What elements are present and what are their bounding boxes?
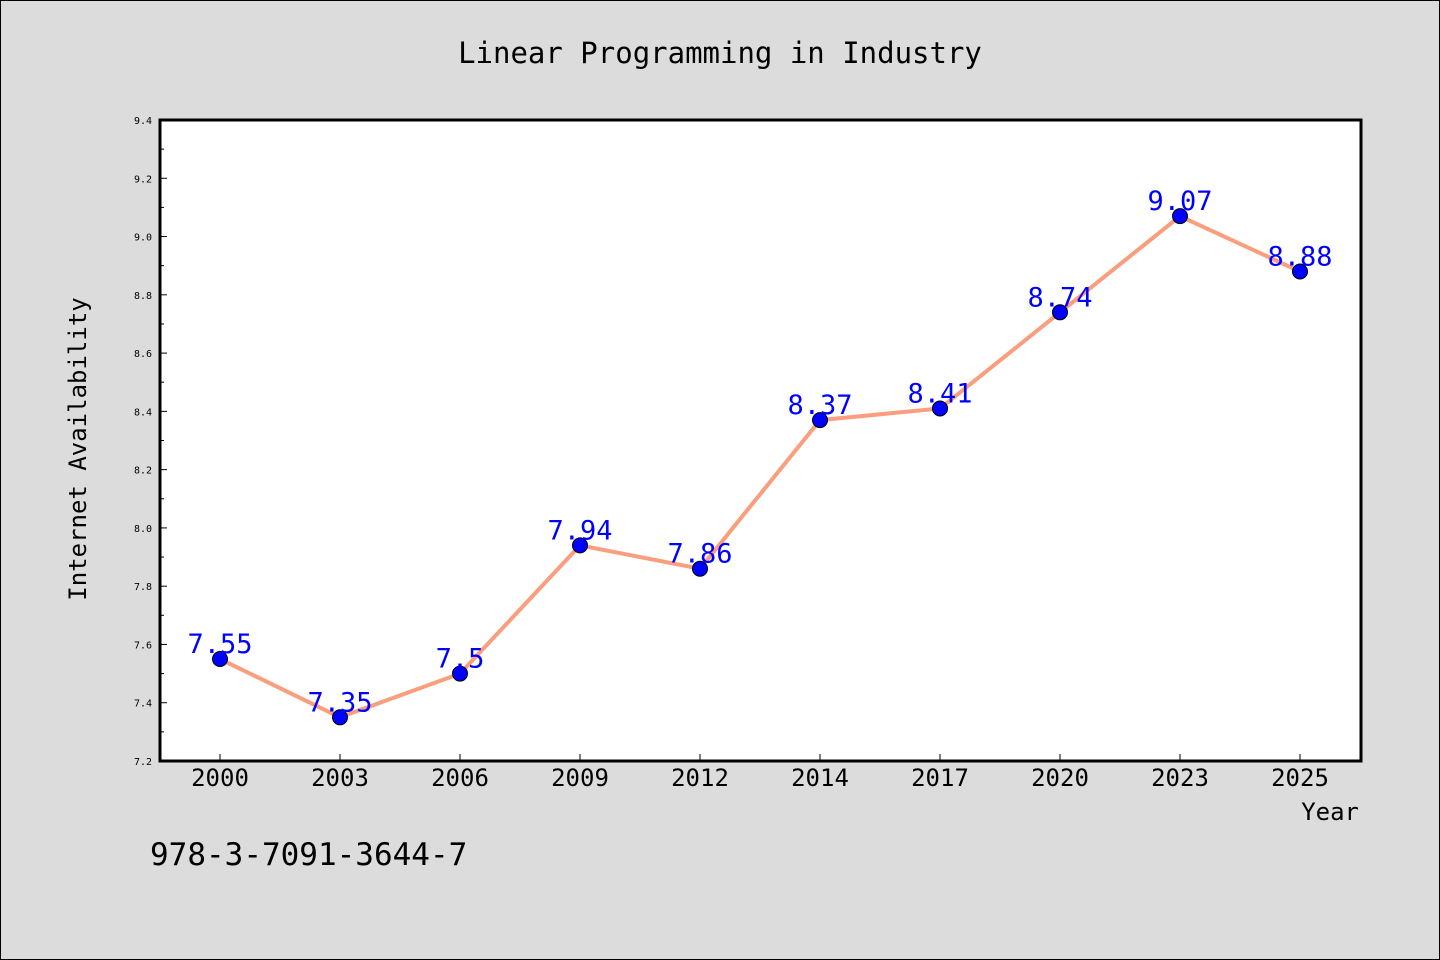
- y-tick-label: 8.8: [134, 291, 152, 302]
- x-tick-label: 2023: [1151, 764, 1209, 792]
- data-label: 7.55: [187, 629, 252, 660]
- data-point: [1052, 304, 1068, 321]
- x-tick-label: 2014: [791, 764, 849, 792]
- y-tick-label: 8.6: [134, 349, 152, 360]
- y-tick-label: 7.6: [134, 640, 152, 651]
- x-tick-label: 2009: [551, 764, 609, 792]
- data-point: [1292, 263, 1308, 280]
- data-point: [572, 537, 588, 554]
- data-label: 8.88: [1267, 242, 1332, 273]
- y-tick-label: 8.4: [134, 407, 152, 418]
- plot-area: [160, 120, 1361, 761]
- data-label: 7.86: [667, 539, 732, 570]
- y-tick-label: 7.8: [134, 582, 152, 593]
- y-tick-label: 7.2: [134, 757, 152, 768]
- data-label: 8.37: [787, 390, 852, 421]
- x-tick-label: 2000: [191, 764, 249, 792]
- series-group: 7.55 7.35 7.5 7.94 7.86 8.37 8.41 8.74 9.07 8.88: [187, 186, 1333, 726]
- chart-title: Linear Programming in Industry: [458, 36, 982, 70]
- y-axis-label: Internet Availability: [64, 297, 92, 600]
- data-point: [332, 709, 348, 726]
- x-tick-label: 2020: [1031, 764, 1089, 792]
- y-tick-label: 9.4: [134, 116, 152, 127]
- y-tick-label: 8.0: [134, 524, 152, 535]
- data-point: [692, 560, 708, 577]
- y-axis: 7.2 7.4 7.6 7.8 8.0 8.2 8.4 8.6 8.8 9.0 9.2 9.4: [134, 116, 167, 768]
- data-point: [212, 651, 228, 668]
- data-point: [932, 400, 948, 417]
- data-point: [812, 412, 828, 429]
- x-tick-label: 2025: [1271, 764, 1329, 792]
- data-label: 7.5: [436, 644, 485, 675]
- y-tick-label: 9.0: [134, 233, 152, 244]
- data-label: 8.41: [907, 378, 972, 409]
- data-label: 9.07: [1147, 186, 1212, 217]
- x-tick-label: 2017: [911, 764, 969, 792]
- series-line: [218, 214, 1302, 720]
- x-axis: 2000 2003 2006 2009 2012 2014 2017 2020 2023 2025: [191, 754, 1329, 792]
- data-label: 8.74: [1027, 282, 1092, 313]
- data-point: [452, 665, 468, 682]
- data-label: 7.94: [547, 515, 612, 546]
- x-tick-label: 2006: [431, 764, 489, 792]
- x-tick-label: 2003: [311, 764, 369, 792]
- data-point: [1172, 208, 1188, 225]
- plot-frame: [158, 118, 1363, 763]
- data-label: 7.35: [307, 687, 372, 718]
- x-tick-label: 2012: [671, 764, 729, 792]
- x-axis-label: Year: [1301, 798, 1359, 826]
- y-tick-label: 7.4: [134, 699, 152, 710]
- y-tick-label: 8.2: [134, 466, 152, 477]
- y-tick-label: 9.2: [134, 174, 152, 185]
- annotation-isbn: 978-3-7091-3644-7: [150, 837, 467, 873]
